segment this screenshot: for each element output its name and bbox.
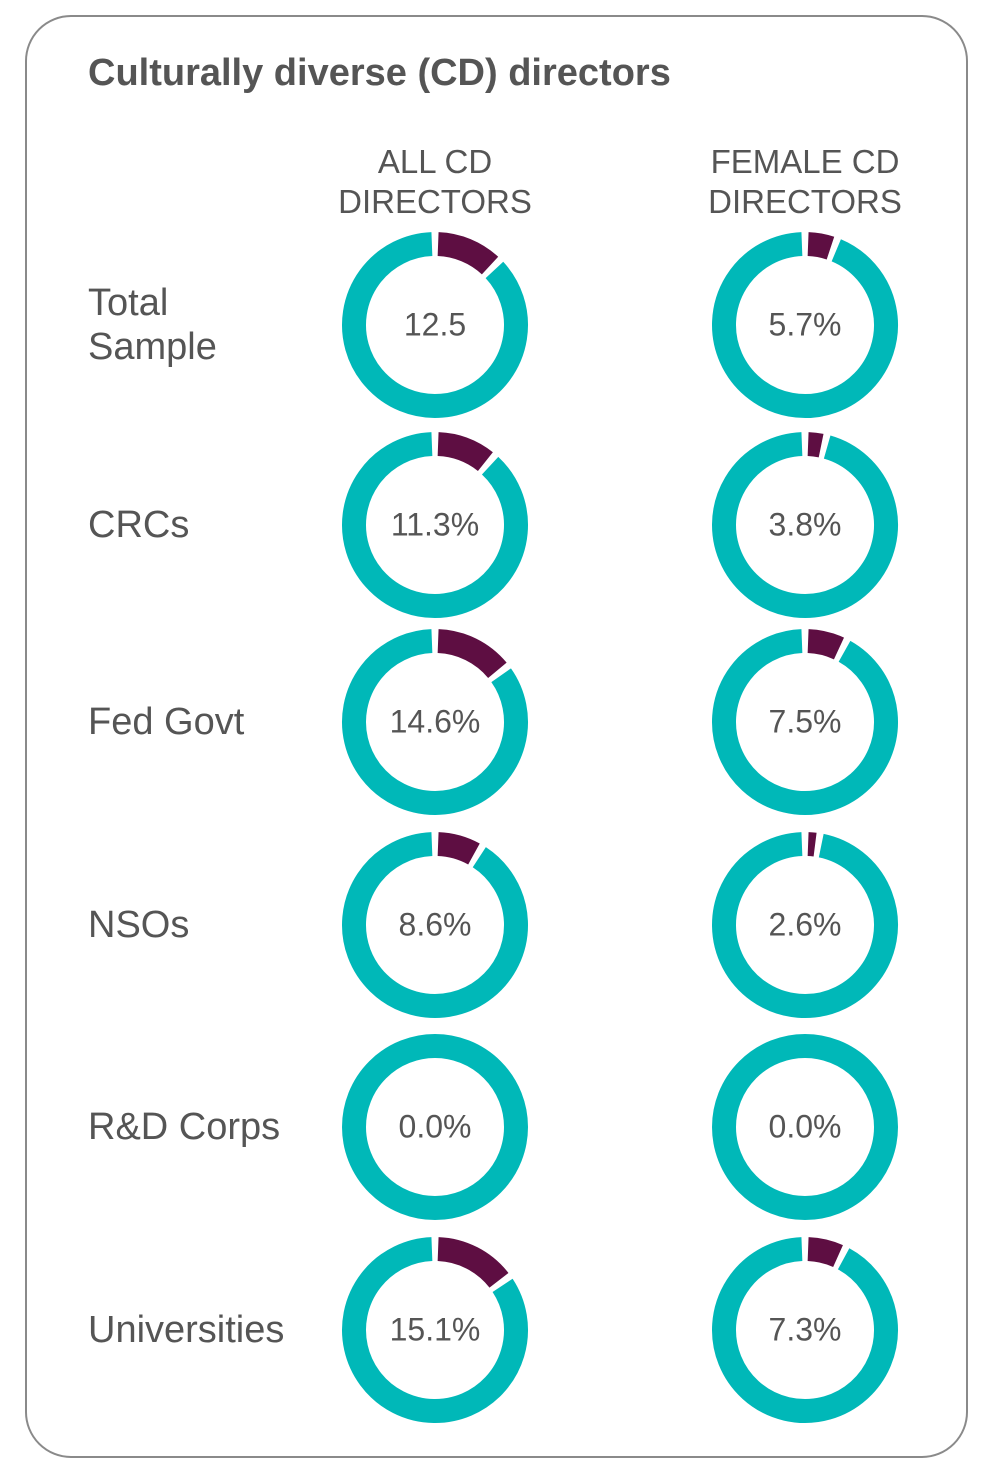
value-label: 11.3% bbox=[390, 506, 480, 543]
donut-segment bbox=[807, 432, 824, 458]
donut-track bbox=[712, 232, 898, 418]
card bbox=[25, 15, 968, 1458]
column-header: ALL CD DIRECTORS bbox=[338, 143, 532, 220]
donut-track bbox=[342, 432, 528, 618]
value-label: 14.6% bbox=[389, 703, 481, 740]
donut-segment bbox=[437, 432, 493, 472]
donut-track bbox=[712, 629, 898, 815]
row-label: Fed Govt bbox=[88, 701, 245, 743]
donut-segment bbox=[437, 629, 507, 679]
value-label: 0.0% bbox=[768, 1108, 842, 1145]
row-label: Total Sample bbox=[88, 282, 217, 368]
row-label: R&D Corps bbox=[88, 1106, 281, 1148]
value-label: 7.5% bbox=[768, 703, 842, 740]
row-label: NSOs bbox=[88, 904, 190, 946]
value-label: 2.6% bbox=[768, 906, 842, 943]
donut-segment bbox=[807, 832, 817, 857]
donut-track bbox=[342, 1034, 528, 1220]
chart-title: Culturally diverse (CD) directors bbox=[88, 52, 671, 94]
row-label: Universities bbox=[88, 1309, 285, 1351]
value-label: 5.7% bbox=[768, 306, 842, 343]
donut-track bbox=[712, 1034, 898, 1220]
donut-segment bbox=[807, 1237, 843, 1268]
donut-segment bbox=[807, 629, 845, 660]
donut-segment bbox=[437, 232, 499, 275]
donut-track bbox=[712, 432, 898, 618]
value-label: 7.3% bbox=[768, 1311, 842, 1348]
donut-segment bbox=[437, 1237, 509, 1289]
value-label: 8.6% bbox=[398, 906, 472, 943]
donut-segment bbox=[807, 232, 835, 260]
donut-track bbox=[712, 1237, 898, 1423]
donut-track bbox=[712, 832, 898, 1018]
donut-track bbox=[342, 832, 528, 1018]
donut-track bbox=[342, 629, 528, 815]
donut-track bbox=[342, 232, 528, 418]
value-label: 0.0% bbox=[398, 1108, 472, 1145]
donut-segment bbox=[437, 832, 480, 865]
row-label: CRCs bbox=[88, 504, 190, 546]
value-label: 3.8% bbox=[768, 506, 842, 543]
value-label: 12.5 bbox=[403, 306, 467, 343]
value-label: 15.1% bbox=[389, 1311, 481, 1348]
column-header: FEMALE CD DIRECTORS bbox=[708, 143, 902, 220]
donut-track bbox=[342, 1237, 528, 1423]
